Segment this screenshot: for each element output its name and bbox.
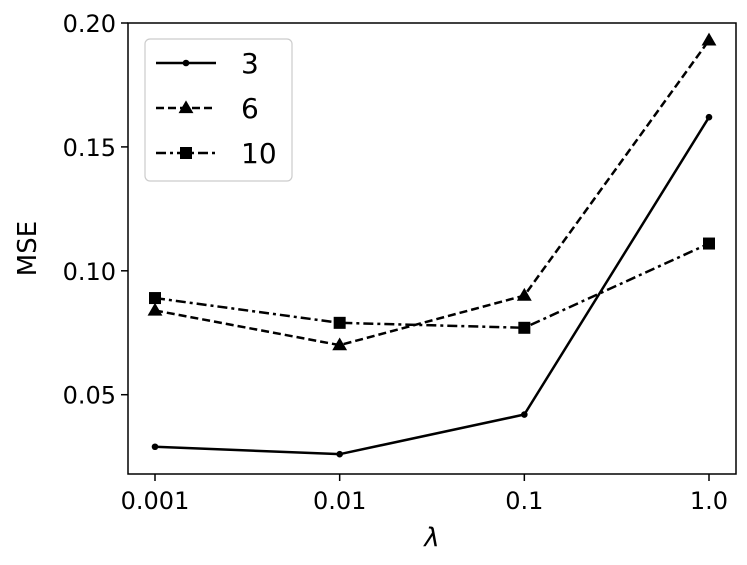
plot-layer [147, 32, 717, 458]
legend-10-marker [180, 147, 192, 159]
series-10-point-0 [149, 292, 161, 305]
series-10-point-3 [703, 237, 715, 250]
y-tick-label: 0.10 [63, 258, 116, 286]
legend-box [144, 38, 293, 182]
legend: 3 6 10 [144, 38, 293, 182]
series-10-point-2 [518, 321, 531, 334]
series-10-line [154, 242, 710, 330]
series-3-point-2 [521, 411, 528, 418]
series-3-point-3 [705, 113, 713, 121]
legend-3-marker [182, 59, 190, 67]
series-6-point-1 [332, 337, 348, 351]
x-tick-label: 1.0 [690, 487, 728, 515]
series-3-point-0 [151, 443, 159, 451]
series-10-point-1 [333, 316, 346, 329]
y-tick-label: 0.20 [63, 10, 116, 38]
plot-frame [127, 22, 737, 475]
y-axis-label: MSE [13, 221, 43, 276]
x-tick-label: 0.001 [121, 487, 190, 515]
legend-10-label: 10 [241, 137, 277, 170]
series-6-line [154, 39, 711, 347]
legend-6-marker [178, 100, 194, 114]
legend-3-label: 3 [241, 47, 259, 80]
x-tick-label: 0.1 [505, 487, 543, 515]
y-tick-label: 0.15 [63, 134, 116, 162]
y-tick-label: 0.05 [63, 382, 116, 410]
series-3-point-1 [336, 450, 343, 458]
series-6-point-0 [147, 302, 163, 316]
series-6-point-3 [701, 32, 717, 46]
series-3-line [154, 116, 711, 456]
series-6-point-2 [516, 287, 532, 301]
x-axis-label: λ [422, 523, 439, 553]
x-tick-label: 0.01 [313, 487, 366, 515]
axes-layer: 0.05 0.10 0.15 0.20 0.001 0.01 0.1 1.0 λ MSE [13, 10, 737, 553]
legend-6-label: 6 [241, 92, 259, 125]
